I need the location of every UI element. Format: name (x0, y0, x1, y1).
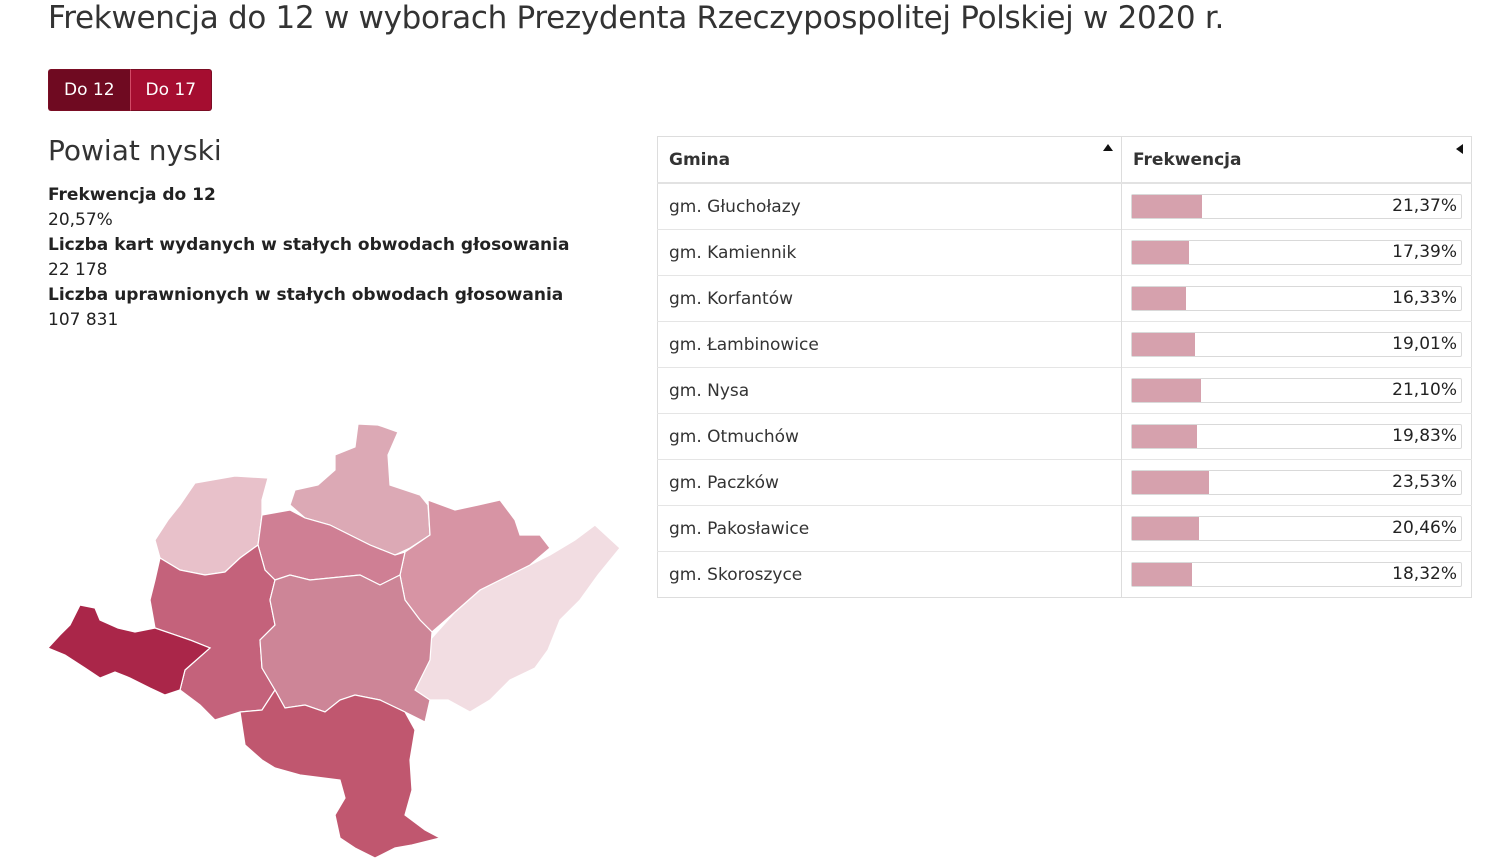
turnout-bar-fill (1132, 333, 1195, 356)
turnout-bar: 20,46% (1131, 516, 1462, 541)
turnout-bar-fill (1132, 241, 1190, 264)
choropleth-map (46, 423, 621, 859)
turnout-bar-fill (1132, 195, 1203, 218)
stat-value: 20,57% (48, 210, 113, 230)
table-header-row: Gmina Frekwencja (657, 136, 1472, 184)
gmina-name: gm. Kamiennik (657, 229, 1122, 276)
gmina-name: gm. Otmuchów (657, 413, 1122, 460)
turnout-cell: 16,33% (1121, 275, 1472, 322)
paczkow-region[interactable] (46, 604, 212, 696)
turnout-cell: 17,39% (1121, 229, 1472, 276)
turnout-bar-fill (1132, 517, 1200, 540)
toggle-do-12-button[interactable]: Do 12 (48, 69, 131, 111)
table-row[interactable]: gm. Pakosławice 20,46% (657, 505, 1472, 552)
nysa-region[interactable] (259, 574, 433, 723)
page-title: Frekwencja do 12 w wyborach Prezydenta R… (48, 0, 1225, 36)
turnout-value: 16,33% (1392, 288, 1457, 308)
column-header-frekwencja-label: Frekwencja (1133, 149, 1242, 170)
turnout-bar-fill (1132, 425, 1198, 448)
gmina-name: gm. Pakosławice (657, 505, 1122, 552)
turnout-bar: 19,01% (1131, 332, 1462, 357)
turnout-value: 21,10% (1392, 380, 1457, 400)
stat-value: 107 831 (48, 310, 119, 330)
stat-value: 22 178 (48, 260, 108, 280)
turnout-bar-fill (1132, 287, 1186, 310)
glucholazy-region[interactable] (239, 688, 442, 859)
column-header-gmina-label: Gmina (669, 149, 731, 170)
gmina-name: gm. Łambinowice (657, 321, 1122, 368)
turnout-bar: 18,32% (1131, 562, 1462, 587)
turnout-cell: 19,01% (1121, 321, 1472, 368)
table-row[interactable]: gm. Korfantów 16,33% (657, 275, 1472, 322)
turnout-value: 19,83% (1392, 426, 1457, 446)
region-name: Powiat nyski (48, 134, 222, 167)
stat-label: Liczba uprawnionych w stałych obwodach g… (48, 285, 564, 305)
gmina-name: gm. Skoroszyce (657, 551, 1122, 598)
toggle-do-17-button[interactable]: Do 17 (130, 69, 213, 111)
sort-none-icon[interactable] (1456, 144, 1463, 154)
gmina-name: gm. Głuchołazy (657, 182, 1122, 230)
time-toggle: Do 12 Do 17 (48, 69, 213, 111)
table-row[interactable]: gm. Głuchołazy 21,37% (657, 182, 1472, 230)
gmina-name: gm. Nysa (657, 367, 1122, 414)
stat-label: Liczba kart wydanych w stałych obwodach … (48, 235, 570, 255)
column-header-frekwencja[interactable]: Frekwencja (1121, 136, 1472, 184)
turnout-cell: 23,53% (1121, 459, 1472, 506)
turnout-bar: 16,33% (1131, 286, 1462, 311)
table-row[interactable]: gm. Kamiennik 17,39% (657, 229, 1472, 276)
turnout-value: 17,39% (1392, 242, 1457, 262)
turnout-bar: 23,53% (1131, 470, 1462, 495)
turnout-bar-fill (1132, 379, 1202, 402)
turnout-bar-fill (1132, 471, 1210, 494)
turnout-bar: 19,83% (1131, 424, 1462, 449)
table-row[interactable]: gm. Paczków 23,53% (657, 459, 1472, 506)
turnout-cell: 20,46% (1121, 505, 1472, 552)
turnout-value: 23,53% (1392, 472, 1457, 492)
turnout-value: 18,32% (1392, 564, 1457, 584)
turnout-value: 20,46% (1392, 518, 1457, 538)
table-row[interactable]: gm. Łambinowice 19,01% (657, 321, 1472, 368)
turnout-value: 19,01% (1392, 334, 1457, 354)
turnout-bar: 17,39% (1131, 240, 1462, 265)
gmina-name: gm. Korfantów (657, 275, 1122, 322)
turnout-value: 21,37% (1392, 196, 1457, 216)
turnout-bar-fill (1132, 563, 1193, 586)
column-header-gmina[interactable]: Gmina (657, 136, 1122, 184)
turnout-cell: 21,10% (1121, 367, 1472, 414)
table-row[interactable]: gm. Nysa 21,10% (657, 367, 1472, 414)
gmina-name: gm. Paczków (657, 459, 1122, 506)
gmina-table: Gmina Frekwencja gm. Głuchołazy 21,37% gm.… (657, 136, 1472, 598)
stat-label: Frekwencja do 12 (48, 185, 216, 205)
turnout-cell: 18,32% (1121, 551, 1472, 598)
turnout-cell: 21,37% (1121, 182, 1472, 230)
table-row[interactable]: gm. Otmuchów 19,83% (657, 413, 1472, 460)
region-stats: Frekwencja do 12 20,57% Liczba kart wyda… (48, 183, 569, 333)
turnout-bar: 21,37% (1131, 194, 1462, 219)
sort-ascending-icon[interactable] (1103, 144, 1113, 151)
turnout-cell: 19,83% (1121, 413, 1472, 460)
turnout-bar: 21,10% (1131, 378, 1462, 403)
table-row[interactable]: gm. Skoroszyce 18,32% (657, 551, 1472, 598)
